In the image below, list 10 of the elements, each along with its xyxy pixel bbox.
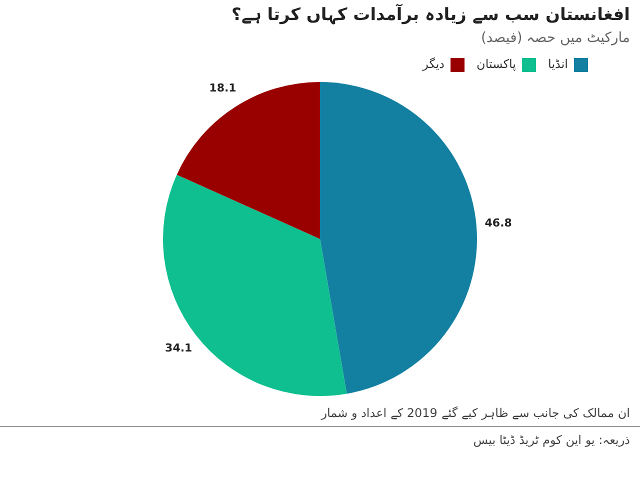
data-label: 18.1	[209, 82, 236, 95]
data-label: 34.1	[165, 342, 192, 355]
legend-label: انڈیا	[548, 57, 568, 72]
text: ان ممالک کی جانب سے ظاہر کیے گئے 2019 کے اعداد و شمار	[0, 406, 640, 427]
chart-title: افغانستان سب سے زیادہ برآمدات کہاں کرتا ہے؟	[230, 3, 631, 25]
chart-subtitle: مارکیٹ میں حصہ (فیصد)	[480, 29, 631, 46]
legend-label: دیگر	[422, 57, 445, 72]
legend-label: پاکستان	[476, 57, 516, 72]
text: ذریعہ: یو این کوم ٹریڈ ڈیٹا بیس	[472, 432, 631, 449]
data-label: 46.8	[484, 216, 512, 230]
